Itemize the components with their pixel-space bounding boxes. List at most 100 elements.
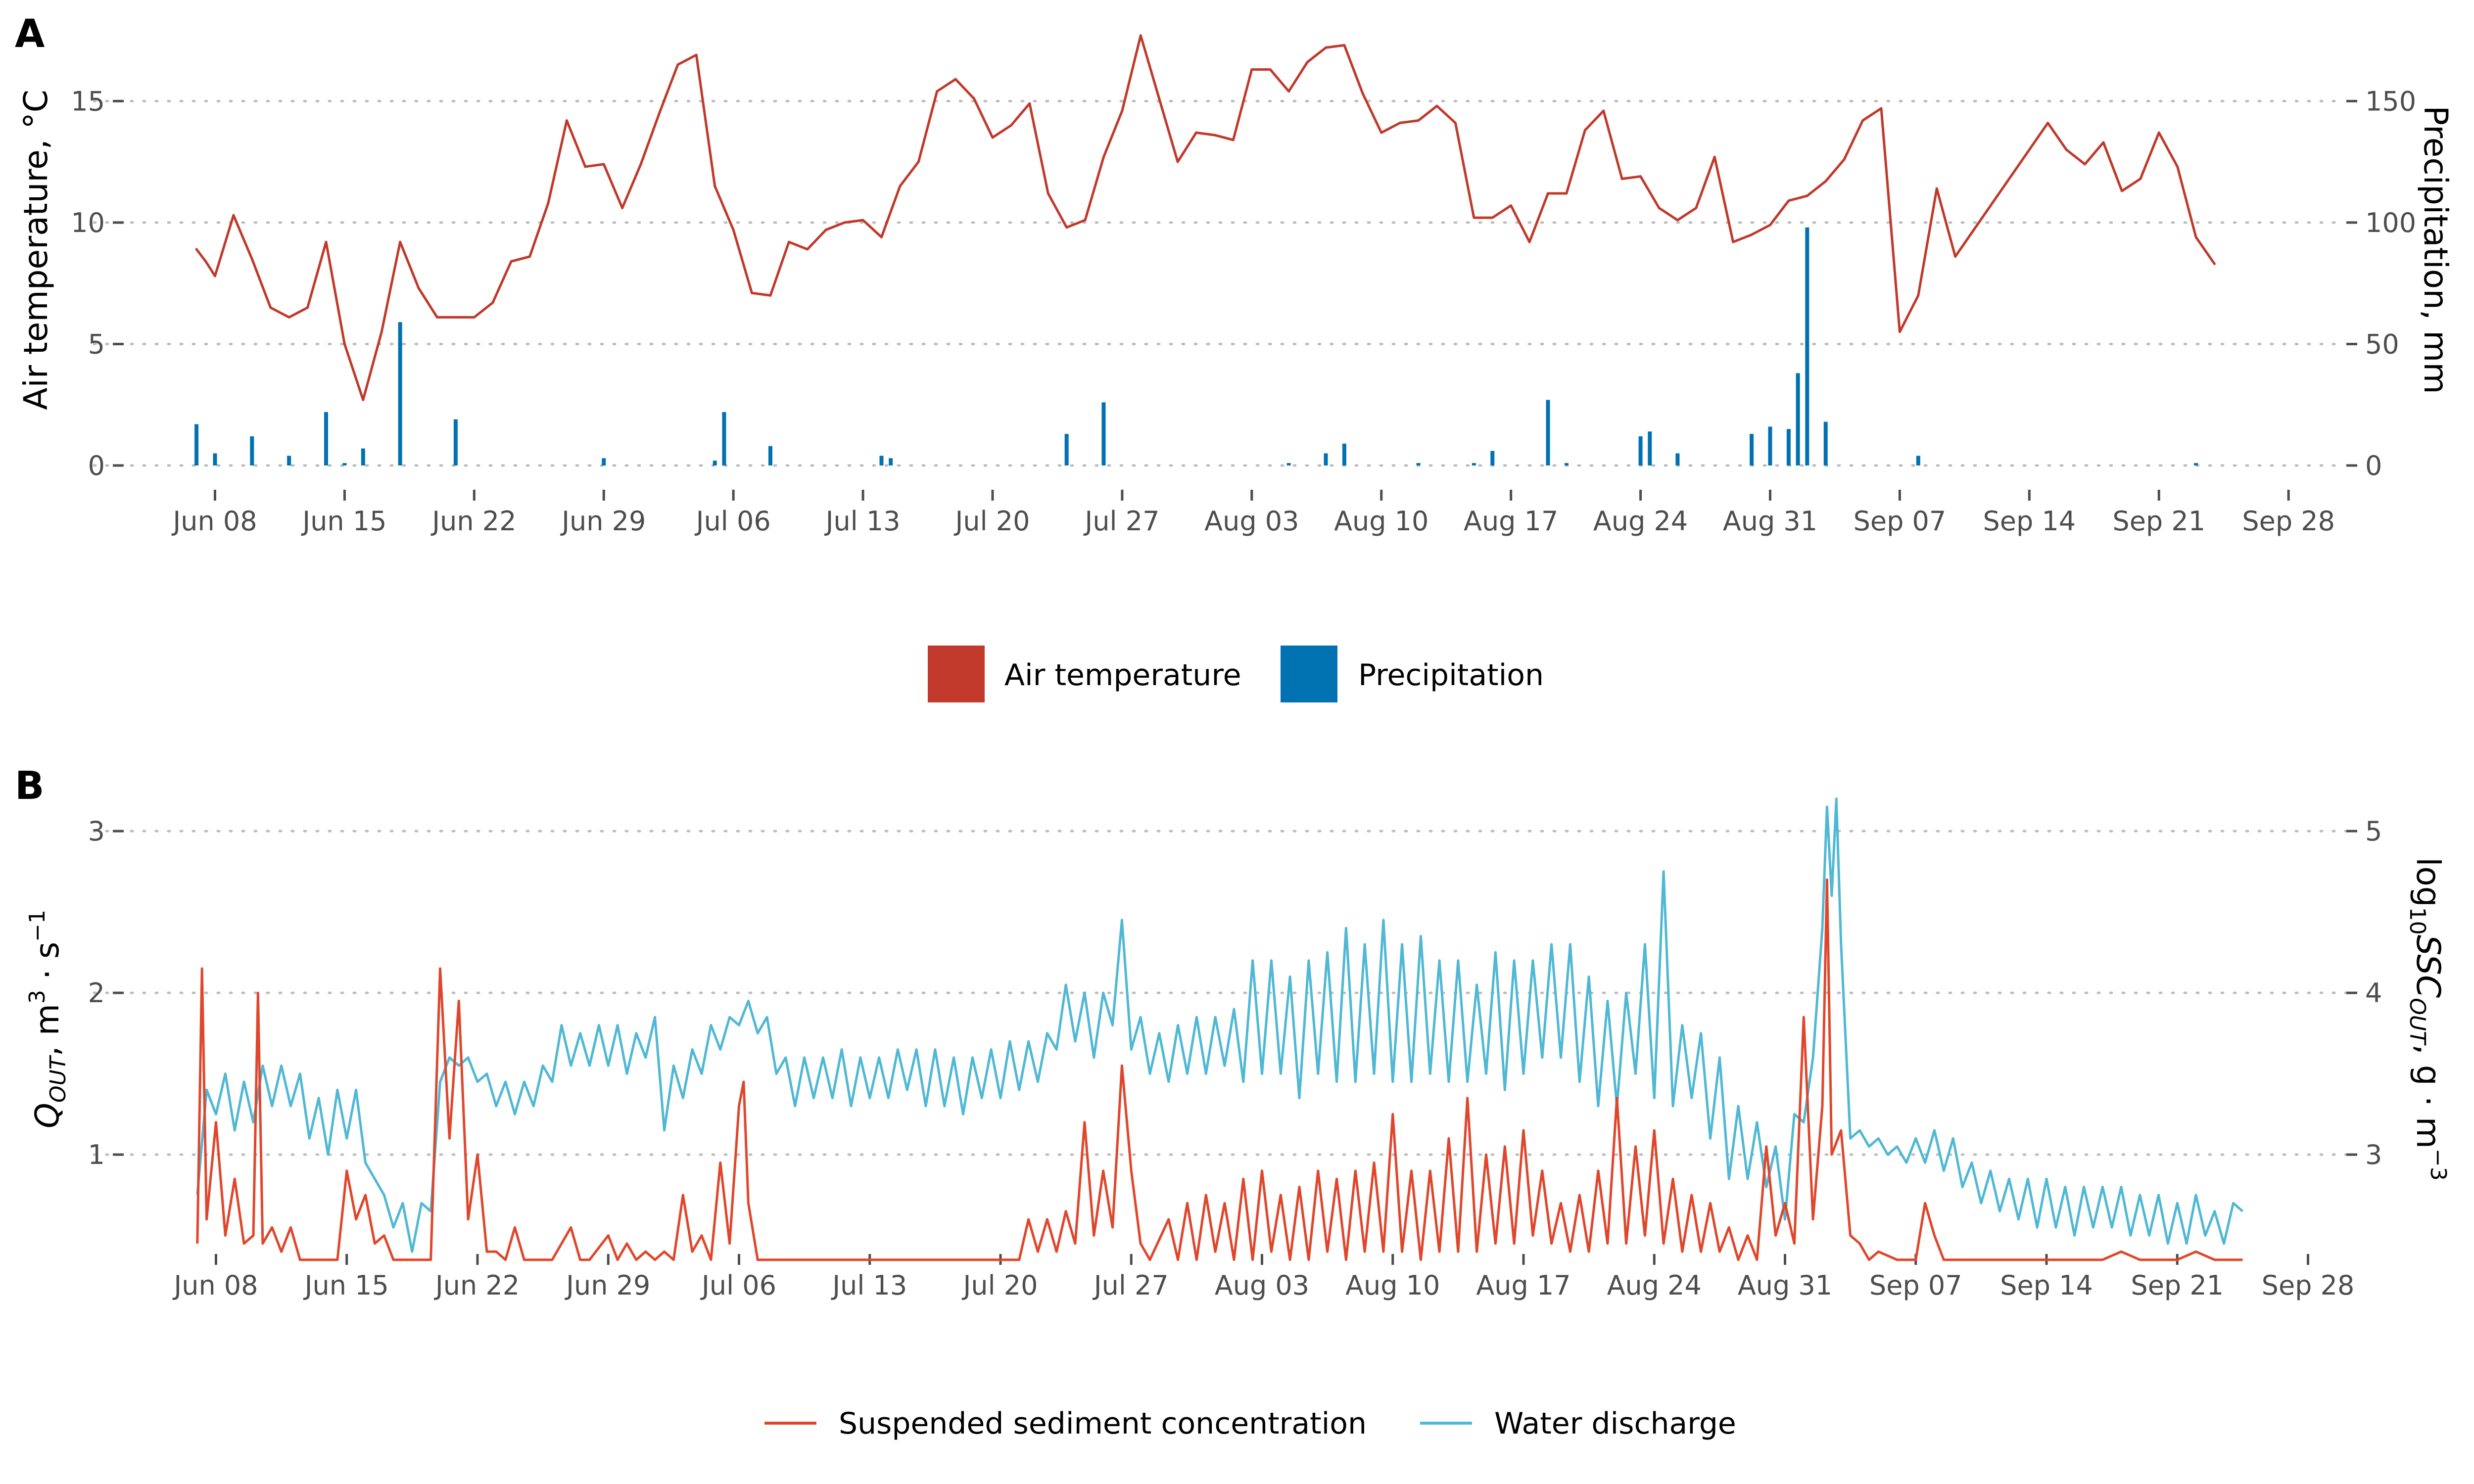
- air-temperature-segment: [1232, 68, 1253, 141]
- legend-label-precipitation: Precipitation: [1358, 658, 1544, 693]
- air-temperature-segment: [195, 248, 207, 263]
- air-temperature-segment: [1917, 187, 1938, 297]
- x-tick-label: Aug 17: [1476, 1270, 1570, 1301]
- air-temperature-segment: [1898, 294, 1920, 333]
- x-tick-label: Aug 10: [1334, 506, 1428, 537]
- air-temperature-segment: [1732, 233, 1753, 243]
- air-temperature-segment: [380, 240, 402, 333]
- air-temperature-segment: [2194, 235, 2216, 265]
- air-temperature-segment: [2102, 141, 2123, 192]
- air-temperature-segment: [732, 229, 754, 294]
- air-temperature-segment: [204, 260, 216, 278]
- precipitation-bar: [1796, 373, 1800, 465]
- precipitation-bar: [361, 448, 365, 465]
- air-temperature-segment: [1306, 46, 1327, 64]
- y-tick-label: 2: [88, 977, 105, 1009]
- air-temperature-segment: [565, 119, 587, 168]
- air-temperature-segment: [861, 219, 883, 238]
- x-tick-label: Jul 27: [1093, 1270, 1169, 1301]
- y2-tick-label: 50: [2365, 328, 2399, 360]
- air-temperature-segment: [1713, 155, 1735, 243]
- precipitation-bar: [194, 424, 199, 465]
- x-tick-label: Jul 13: [831, 1270, 907, 1301]
- air-temperature-segment: [1398, 119, 1420, 125]
- x-tick-label: Jul 06: [695, 506, 771, 537]
- precipitation-bar: [1490, 451, 1495, 465]
- air-temperature-segment: [491, 260, 513, 304]
- precipitation-bar: [768, 446, 772, 465]
- air-temperature-segment: [936, 78, 957, 93]
- x-tick-label: Jun 22: [434, 1270, 520, 1301]
- x-tick-label: Jul 20: [953, 506, 1030, 537]
- air-temperature-segment: [1176, 131, 1198, 163]
- air-temperature-segment: [1287, 61, 1309, 93]
- precipitation-bar: [1101, 402, 1106, 465]
- y2-tick-label: 150: [2365, 86, 2416, 117]
- air-temperature-segment: [1213, 134, 1235, 141]
- precipitation-bar: [250, 436, 254, 465]
- air-temperature-segment: [824, 221, 846, 232]
- air-temperature-segment: [1047, 192, 1068, 229]
- air-temperature-segment: [2176, 165, 2197, 238]
- air-temperature-segment: [1361, 93, 1383, 134]
- panel-b-y2label: log10SSCOUT, g · m−3: [2405, 857, 2451, 1181]
- air-temperature-segment: [1935, 187, 1957, 258]
- legend-label-air-temperature: Air temperature: [1004, 658, 1241, 693]
- x-tick-label: Aug 17: [1464, 506, 1558, 537]
- air-temperature-segment: [954, 78, 976, 100]
- legend-label-ssc: Suspended sediment concentration: [839, 1406, 1367, 1441]
- air-temperature-segment: [232, 214, 253, 261]
- ssc-line: [196, 878, 2243, 1261]
- air-temperature-segment: [602, 163, 624, 209]
- precipitation-bar: [287, 456, 291, 465]
- legend-label-discharge: Water discharge: [1494, 1406, 1736, 1441]
- air-temperature-segment: [1417, 104, 1438, 122]
- air-temperature-segment: [2084, 141, 2105, 166]
- air-temperature-segment: [1880, 107, 1901, 333]
- precipitation-bar: [1648, 431, 1652, 465]
- panel-a-tag: A: [15, 12, 45, 56]
- x-tick-label: Sep 07: [1854, 506, 1947, 537]
- x-tick-label: Sep 21: [2112, 506, 2205, 537]
- air-temperature-segment: [1028, 102, 1049, 195]
- precipitation-bar: [2194, 463, 2198, 465]
- air-temperature-segment: [1510, 204, 1531, 243]
- x-tick-label: Jul 27: [1083, 506, 1159, 537]
- air-temperature-segment: [1843, 119, 1864, 161]
- x-tick-label: Jun 08: [172, 1270, 258, 1301]
- air-temperature-segment: [751, 291, 772, 297]
- air-temperature-segment: [1454, 122, 1475, 219]
- y-tick-label: 15: [71, 86, 105, 117]
- air-temperature-segment: [214, 214, 235, 278]
- air-temperature-segment: [306, 240, 328, 309]
- air-temperature-segment: [1102, 109, 1124, 158]
- panel-a-legend: Air temperature Precipitation: [928, 646, 1544, 702]
- precipitation-bar: [324, 412, 328, 465]
- x-tick-label: Jun 29: [560, 506, 646, 537]
- air-temperature-segment: [2120, 177, 2142, 192]
- precipitation-bar: [398, 322, 402, 465]
- air-temperature-segment: [399, 240, 420, 289]
- x-tick-label: Sep 28: [2242, 506, 2335, 537]
- precipitation-bar: [1064, 434, 1069, 465]
- panel-b-tag: B: [15, 764, 44, 808]
- panel-b-x-axis: Jun 08 Jun 15 Jun 22 Jun 29 Jul 06 Jul 13 Jul …: [172, 1254, 2354, 1301]
- x-tick-label: Jun 08: [171, 506, 257, 537]
- x-tick-label: Jun 15: [303, 1270, 389, 1301]
- air-temperature-segment: [1491, 204, 1513, 219]
- panel-a-ylabel: Air temperature, °C: [17, 90, 55, 410]
- x-tick-label: Jul 20: [961, 1270, 1038, 1301]
- air-temperature-segment: [1806, 180, 1827, 197]
- panel-b-left-axis: 1 2 3: [88, 816, 124, 1170]
- precipitation-bar: [879, 456, 884, 465]
- precipitation-bar: [1324, 453, 1328, 465]
- x-tick-label: Aug 10: [1345, 1270, 1440, 1301]
- precipitation-bar: [342, 463, 347, 465]
- panel-b-right-axis: 3 4 5: [2346, 816, 2382, 1170]
- panel-a-right-axis: 0 50 100 150: [2346, 86, 2416, 481]
- air-temperature-segment: [362, 330, 383, 401]
- air-temperature-segment: [658, 63, 679, 115]
- air-temperature-segment: [1658, 206, 1679, 222]
- precipitation-bar: [602, 458, 606, 465]
- x-tick-label: Aug 03: [1204, 506, 1299, 537]
